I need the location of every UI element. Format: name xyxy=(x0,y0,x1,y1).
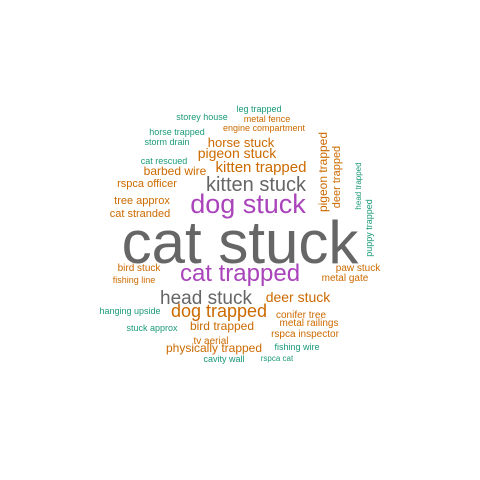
word-kitten-trapped: kitten trapped xyxy=(216,159,307,176)
word-fishing-wire: fishing wire xyxy=(274,342,319,352)
word-cat-stuck: cat stuck xyxy=(122,209,360,276)
word-metal-gate: metal gate xyxy=(322,273,369,284)
word-cavity-wall: cavity wall xyxy=(203,354,244,364)
word-puppy-trapped: puppy trapped xyxy=(364,199,374,257)
word-deer-trapped: deer trapped xyxy=(331,146,343,208)
word-pigeon-trapped: pigeon trapped xyxy=(316,132,330,212)
word-rspca-cat: rspca cat xyxy=(261,354,294,363)
word-physically-trapped: physically trapped xyxy=(166,341,262,355)
word-stuck-approx: stuck approx xyxy=(126,323,178,333)
word-barbed-wire: barbed wire xyxy=(144,164,207,178)
word-leg-trapped: leg trapped xyxy=(236,104,281,114)
word-metal-railings: metal railings xyxy=(280,318,339,329)
word-engine-compartment: engine compartment xyxy=(223,123,306,133)
word-pigeon-stuck: pigeon stuck xyxy=(198,145,278,161)
word-deer-stuck: deer stuck xyxy=(266,289,332,305)
word-head-stuck: head stuck xyxy=(160,288,252,309)
word-rspca-inspector: rspca inspector xyxy=(271,329,339,340)
word-tv-aerial: tv aerial xyxy=(193,336,228,347)
word-storey-house: storey house xyxy=(176,112,228,122)
word-fishing-line: fishing line xyxy=(113,275,156,285)
word-metal-fence: metal fence xyxy=(244,114,291,124)
word-paw-stuck: paw stuck xyxy=(336,263,381,274)
word-cat-trapped: cat trapped xyxy=(180,260,300,287)
word-cat-stranded: cat stranded xyxy=(110,208,171,220)
word-horse-stuck: horse stuck xyxy=(208,135,275,150)
word-kitten-stuck: kitten stuck xyxy=(206,174,307,196)
word-tree-approx: tree approx xyxy=(114,195,170,207)
word-bird-stuck: bird stuck xyxy=(118,263,162,274)
word-dog-trapped: dog trapped xyxy=(171,301,267,321)
word-conifer-tree: conifer tree xyxy=(276,310,326,321)
word-hanging-upside: hanging upside xyxy=(99,306,160,316)
word-cat-rescued: cat rescued xyxy=(141,156,188,166)
word-rspca-officer: rspca officer xyxy=(117,178,177,190)
word-dog-stuck: dog stuck xyxy=(190,189,306,219)
word-horse-trapped: horse trapped xyxy=(149,127,205,137)
word-head-trapped: head trapped xyxy=(354,162,363,209)
word-bird-trapped: bird trapped xyxy=(190,319,254,333)
word-storm-drain: storm drain xyxy=(144,137,189,147)
